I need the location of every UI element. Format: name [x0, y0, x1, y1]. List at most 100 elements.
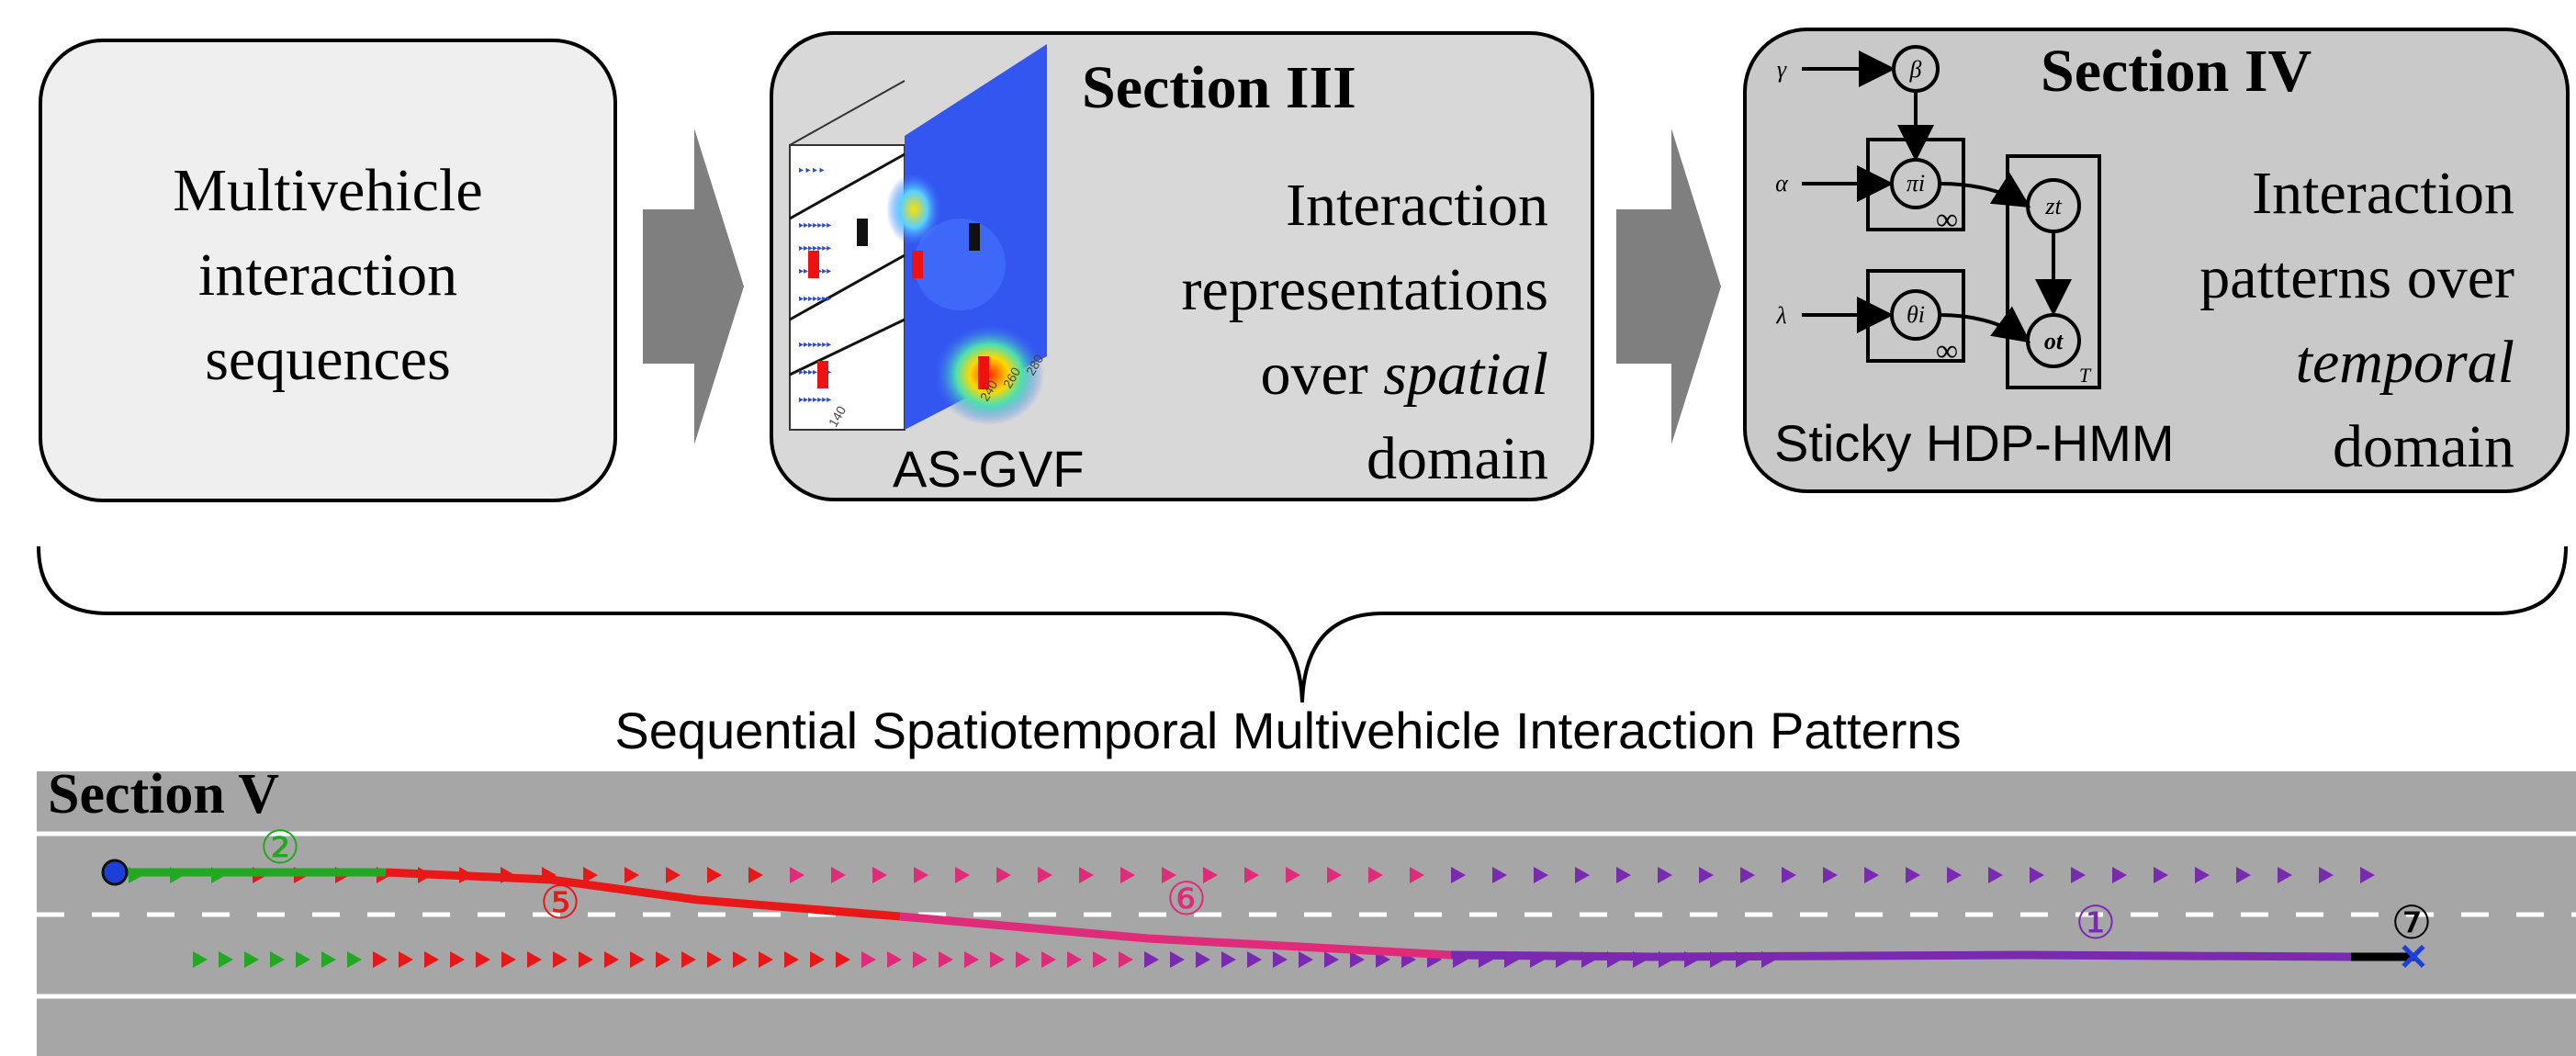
bottom-lane-triangle — [861, 951, 876, 968]
end-marker: ✕ — [2398, 938, 2429, 978]
bottom-lane-triangle — [450, 951, 465, 968]
z-symbol: zt — [2044, 193, 2062, 219]
top-lane-triangle — [2154, 867, 2168, 883]
as-gvf-figure: ▸▸▸▸▸▸▸ ▸▸▸▸▸▸▸ ▸▸▸▸▸▸▸ ▸▸▸▸▸▸▸ ▸▸▸▸▸▸▸ ▸▸▸… — [789, 44, 1047, 431]
top-lane-triangle — [666, 867, 681, 883]
bottom-lane-triangle — [681, 951, 696, 968]
svg-text:▸▸▸▸▸▸▸: ▸▸▸▸▸▸▸ — [799, 243, 831, 253]
road-scene: ✕ ② ⑤ ⑥ ① ⑦ — [37, 771, 2576, 1056]
top-lane-triangle — [2112, 867, 2127, 883]
bottom-lane-triangle — [810, 951, 825, 968]
top-lane-triangle — [1864, 867, 1879, 883]
vehicle-black-1 — [857, 219, 868, 246]
trajectory-purple — [1450, 950, 2352, 961]
bottom-lane-triangle — [399, 951, 413, 968]
vehicle-red-4 — [978, 356, 989, 389]
bottom-lane-triangle — [1144, 951, 1159, 968]
top-lane-triangle — [1658, 867, 1672, 883]
time-plate — [2006, 154, 2101, 389]
top-lane-triangle — [1451, 867, 1466, 883]
vehicle-red-3 — [912, 251, 923, 278]
top-lane-triangle — [1699, 867, 1714, 883]
arrow-1 — [643, 129, 744, 444]
bottom-lane-triangle — [1067, 951, 1082, 968]
spatial-line-3: over spatial — [1038, 332, 1548, 417]
top-lane-triangle — [2030, 867, 2044, 883]
bottom-lane-triangle — [1196, 951, 1210, 968]
top-lane-triangle — [1988, 867, 2003, 883]
vehicle-black-2 — [969, 223, 980, 251]
svg-text:▸▸▸▸▸▸▸: ▸▸▸▸▸▸▸ — [799, 220, 831, 230]
bottom-lane-triangle — [836, 951, 850, 968]
input-box-text: Multivehicle interaction sequences — [39, 149, 617, 402]
input-box — [39, 39, 617, 502]
svg-text:▸▸▸▸▸▸▸: ▸▸▸▸▸▸▸ — [799, 340, 831, 350]
input-line-2: interaction — [197, 242, 458, 309]
start-marker — [101, 859, 129, 886]
bottom-lane-triangle — [244, 951, 259, 968]
spatial-italic: spatial — [1383, 341, 1548, 408]
bottom-lane-triangle — [270, 951, 285, 968]
alpha-symbol: α — [1775, 170, 1789, 197]
bottom-lane-triangle — [321, 951, 336, 968]
bottom-lane-triangle — [990, 951, 1005, 968]
temporal-italic: temporal — [2295, 329, 2514, 396]
bottom-lane-triangle — [964, 951, 979, 968]
svg-text:▸▸▸▸▸▸▸: ▸▸▸▸▸▸▸ — [799, 367, 831, 377]
graphical-model: γ β α λ πi θi zt ot T ∞ ∞ — [1775, 45, 2101, 389]
top-lane-triangle — [707, 867, 722, 883]
bottom-lane-triangle — [913, 951, 928, 968]
top-lane-triangle — [2071, 867, 2086, 883]
input-line-3: sequences — [205, 326, 451, 393]
top-lane-triangle — [1079, 867, 1094, 883]
top-lane-triangle — [624, 867, 639, 883]
marker-1: ① — [2075, 896, 2117, 949]
bottom-lane-triangle — [887, 951, 902, 968]
input-line-1: Multivehicle — [173, 157, 483, 224]
top-lane-triangle — [2319, 867, 2334, 883]
top-lane-triangle — [1286, 867, 1300, 883]
bottom-lane-triangle — [1041, 951, 1056, 968]
t-symbol: T — [2079, 364, 2092, 387]
bottom-lane-triangle — [759, 951, 773, 968]
section-iv-title: Section IV — [2041, 38, 2312, 105]
top-lane-triangle — [1947, 867, 1962, 883]
marker-7: ⑦ — [2391, 896, 2433, 949]
bottom-lane-triangle — [707, 951, 722, 968]
marker-6: ⑥ — [1166, 872, 1208, 926]
gamma-symbol: γ — [1777, 56, 1787, 83]
top-lane-triangle — [1534, 867, 1548, 883]
bottom-lane-triangle — [579, 951, 593, 968]
bottom-lane-triangle — [939, 951, 953, 968]
vehicle-red-1 — [808, 251, 819, 278]
sticky-hdp-hmm-label: Sticky HDP-HMM — [1774, 414, 2175, 472]
top-lane-triangle — [1823, 867, 1838, 883]
marker-2: ② — [260, 821, 301, 874]
bottom-lane-triangle — [296, 951, 310, 968]
top-lane-triangle — [1616, 867, 1631, 883]
svg-text:▸▸▸▸▸▸▸: ▸▸▸▸▸▸▸ — [799, 395, 831, 405]
top-lane-triangle — [914, 867, 928, 883]
top-lane-triangle — [1410, 867, 1424, 883]
bottom-lane-triangle — [1221, 951, 1236, 968]
bottom-lane-triangle — [193, 951, 208, 968]
trajectory-pink — [899, 912, 1452, 960]
top-lane-triangle — [583, 867, 598, 883]
top-lane-triangle — [1368, 867, 1383, 883]
svg-text:▸ ▸ ▸ ▸: ▸ ▸ ▸ ▸ — [799, 165, 825, 175]
spatial-line-4: domain — [1367, 425, 1548, 492]
temporal-line-2: patterns over — [2199, 244, 2514, 311]
top-lane-triangle — [1203, 867, 1218, 883]
as-gvf-label: AS-GVF — [893, 440, 1085, 498]
temporal-box — [1743, 28, 2570, 493]
bottom-lane-triangle — [784, 951, 799, 968]
bottom-lane-triangle — [1324, 951, 1339, 968]
bottom-lane-triangle — [1350, 951, 1365, 968]
bottom-lane-triangle — [476, 951, 490, 968]
top-lane-triangle — [1120, 867, 1135, 883]
bottom-lane-triangle — [373, 951, 388, 968]
bottom-lane-triangle — [1299, 951, 1313, 968]
section-v-title: Section V — [48, 763, 280, 826]
